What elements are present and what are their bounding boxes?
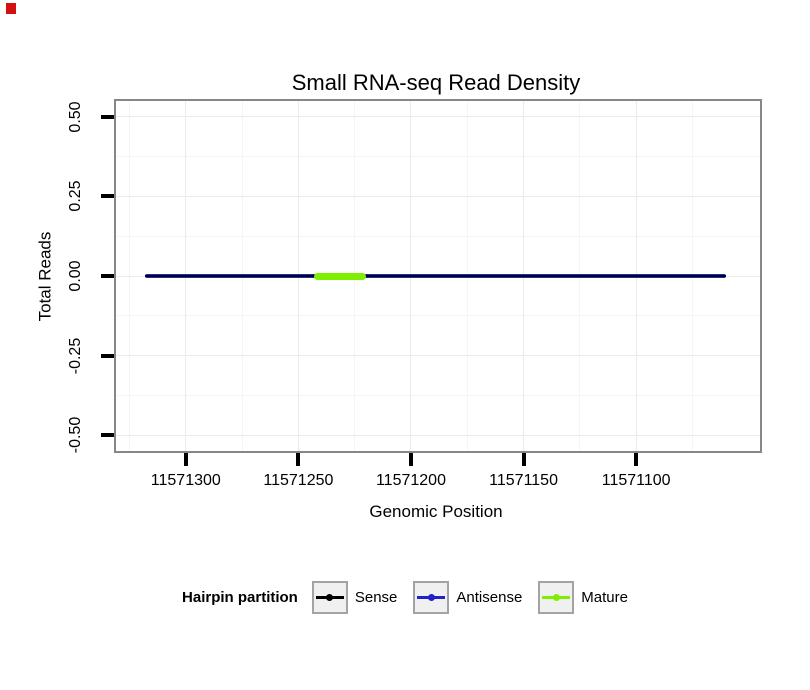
x-axis-tick — [296, 453, 301, 466]
y-axis-tick — [101, 274, 114, 278]
gridline-minor-y — [116, 394, 760, 396]
legend-item-antisense: Antisense — [413, 581, 522, 614]
y-axis-tick-label: -0.50 — [67, 416, 84, 454]
y-axis-tick — [101, 353, 114, 358]
y-axis-tick-label: -0.25 — [67, 337, 84, 374]
x-axis-tick — [634, 453, 639, 466]
y-axis-tick-label: 0.00 — [67, 260, 84, 292]
y-axis-title: Total Reads — [35, 231, 55, 322]
legend-title: Hairpin partition — [182, 589, 298, 606]
corner-marker — [6, 3, 16, 14]
legend-point-icon — [427, 594, 435, 601]
legend-key-sense — [311, 581, 348, 614]
legend-label: Sense — [354, 589, 398, 606]
x-axis-tick-label: 11571300 — [150, 472, 221, 489]
y-axis-tick — [101, 194, 114, 199]
x-axis-tick-label: 11571100 — [601, 472, 671, 489]
y-axis-tick — [101, 114, 114, 119]
chart-title: Small RNA-seq Read Density — [291, 70, 581, 95]
y-axis-tick — [101, 433, 114, 438]
x-axis-tick — [183, 453, 188, 466]
y-axis-tick-label: 0.25 — [67, 180, 84, 213]
y-axis-tick-label: 0.50 — [67, 101, 84, 133]
x-axis-tick-label: 11571200 — [375, 472, 446, 489]
legend-key-mature — [538, 581, 575, 614]
gridline-major-y — [116, 195, 760, 197]
series-line-mature — [314, 272, 366, 280]
gridline-minor-y — [116, 235, 760, 237]
gridline-major-y — [116, 434, 760, 436]
x-axis-tick — [521, 453, 526, 466]
series-line-sense — [145, 274, 727, 278]
legend: Hairpin partition Sense Antisense Mature — [0, 581, 810, 614]
x-axis-title: Genomic Position — [369, 502, 503, 521]
plot-panel — [114, 99, 762, 453]
legend-label: Antisense — [456, 589, 523, 606]
legend-point-icon — [552, 594, 560, 601]
x-axis-tick-label: 11571150 — [489, 472, 558, 489]
legend-point-icon — [326, 594, 334, 601]
gridline-major-y — [116, 355, 760, 357]
legend-item-sense: Sense — [311, 581, 398, 614]
gridline-minor-y — [116, 156, 760, 158]
legend-item-mature: Mature — [538, 581, 628, 614]
x-axis-tick-label: 11571250 — [263, 472, 334, 489]
legend-label: Mature — [581, 589, 628, 606]
x-axis-tick — [408, 453, 413, 466]
legend-key-antisense — [413, 581, 450, 614]
gridline-minor-y — [116, 315, 760, 317]
gridline-major-y — [116, 116, 760, 118]
